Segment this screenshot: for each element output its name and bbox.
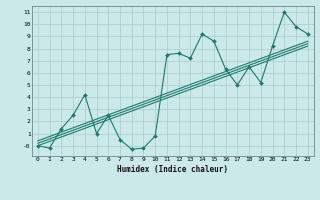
X-axis label: Humidex (Indice chaleur): Humidex (Indice chaleur) [117, 165, 228, 174]
